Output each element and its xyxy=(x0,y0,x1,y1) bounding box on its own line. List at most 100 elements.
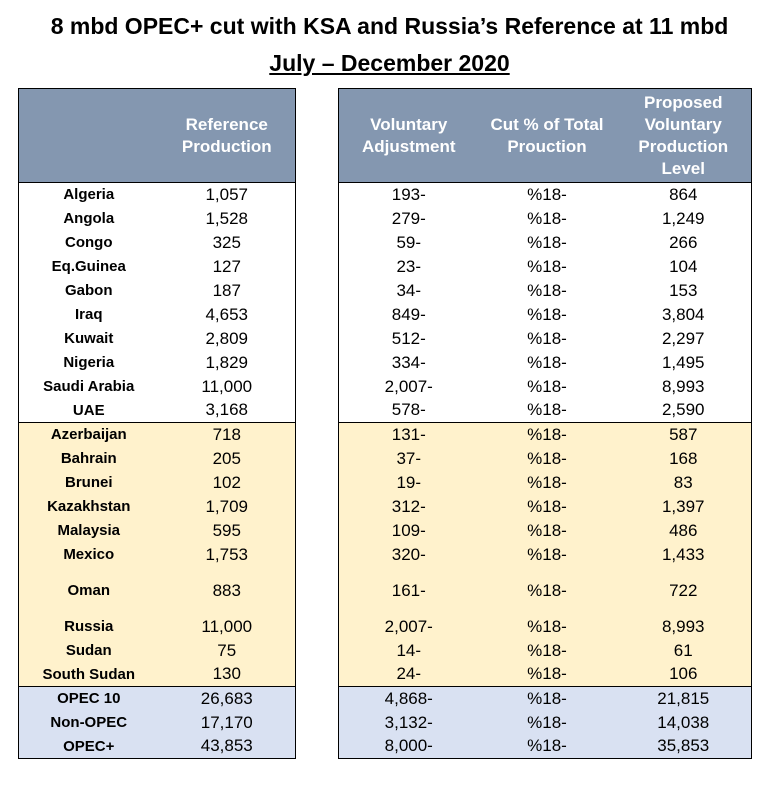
table-row: Russia 11,000 xyxy=(18,614,296,639)
adjustment-table: Voluntary Adjustment Cut % of Total Prou… xyxy=(338,88,752,759)
cut-cell: %18- xyxy=(478,230,616,255)
table-row: 2,007- %18- 8,993 xyxy=(338,614,752,639)
proposed-cell: 168 xyxy=(615,446,752,471)
country-cell: South Sudan xyxy=(18,662,159,687)
proposed-cell: 106 xyxy=(615,662,752,687)
reference-cell: 1,829 xyxy=(158,350,296,375)
proposed-cell: 486 xyxy=(615,518,752,543)
cut-cell: %18- xyxy=(478,350,616,375)
proposed-cell: 864 xyxy=(615,182,752,207)
country-cell: Kazakhstan xyxy=(18,494,159,519)
proposed-cell: 61 xyxy=(615,638,752,663)
adjustment-cell: 2,007- xyxy=(338,614,479,639)
table-row: 37- %18- 168 xyxy=(338,446,752,471)
country-cell: Oman xyxy=(18,566,159,615)
table-row: Eq.Guinea 127 xyxy=(18,254,296,279)
reference-cell: 205 xyxy=(158,446,296,471)
proposed-cell: 722 xyxy=(615,566,752,615)
reference-cell: 43,853 xyxy=(158,734,296,759)
country-cell: Russia xyxy=(18,614,159,639)
reference-cell: 325 xyxy=(158,230,296,255)
proposed-cell: 1,495 xyxy=(615,350,752,375)
table-row: 109- %18- 486 xyxy=(338,518,752,543)
reference-header: Reference Production xyxy=(158,88,296,183)
cut-cell: %18- xyxy=(478,494,616,519)
table-row: Iraq 4,653 xyxy=(18,302,296,327)
table-row: 59- %18- 266 xyxy=(338,230,752,255)
table-row: Malaysia 595 xyxy=(18,518,296,543)
table-row: Brunei 102 xyxy=(18,470,296,495)
adjustment-cell: 109- xyxy=(338,518,479,543)
cut-cell: %18- xyxy=(478,470,616,495)
table-row: 24- %18- 106 xyxy=(338,662,752,687)
country-cell: Gabon xyxy=(18,278,159,303)
reference-cell: 1,709 xyxy=(158,494,296,519)
reference-cell: 1,057 xyxy=(158,182,296,207)
cut-cell: %18- xyxy=(478,422,616,447)
adjustment-header: Voluntary Adjustment xyxy=(338,88,479,183)
adjustment-cell: 8,000- xyxy=(338,734,479,759)
country-cell: Congo xyxy=(18,230,159,255)
proposed-cell: 1,397 xyxy=(615,494,752,519)
adjustment-cell: 849- xyxy=(338,302,479,327)
adjustment-cell: 320- xyxy=(338,542,479,567)
table-row: Kazakhstan 1,709 xyxy=(18,494,296,519)
table-row: 3,132- %18- 14,038 xyxy=(338,710,752,735)
cut-cell: %18- xyxy=(478,710,616,735)
adjustment-cell: 312- xyxy=(338,494,479,519)
reference-cell: 11,000 xyxy=(158,374,296,399)
reference-cell: 75 xyxy=(158,638,296,663)
adjustment-cell: 161- xyxy=(338,566,479,615)
country-cell: Bahrain xyxy=(18,446,159,471)
table-row: 23- %18- 104 xyxy=(338,254,752,279)
cut-cell: %18- xyxy=(478,662,616,687)
country-cell: Algeria xyxy=(18,182,159,207)
adjustment-cell: 23- xyxy=(338,254,479,279)
table-row: Algeria 1,057 xyxy=(18,182,296,207)
table-row: Bahrain 205 xyxy=(18,446,296,471)
adjustment-cell: 34- xyxy=(338,278,479,303)
adjustment-cell: 334- xyxy=(338,350,479,375)
proposed-cell: 587 xyxy=(615,422,752,447)
table-row: 19- %18- 83 xyxy=(338,470,752,495)
adjustment-cell: 37- xyxy=(338,446,479,471)
page-subtitle: July – December 2020 xyxy=(269,50,510,76)
proposed-cell: 1,433 xyxy=(615,542,752,567)
table-row: Nigeria 1,829 xyxy=(18,350,296,375)
reference-cell: 130 xyxy=(158,662,296,687)
country-cell: Iraq xyxy=(18,302,159,327)
proposed-cell: 8,993 xyxy=(615,614,752,639)
cut-cell: %18- xyxy=(478,254,616,279)
table-row: 320- %18- 1,433 xyxy=(338,542,752,567)
cut-cell: %18- xyxy=(478,638,616,663)
proposed-cell: 2,297 xyxy=(615,326,752,351)
table-row: South Sudan 130 xyxy=(18,662,296,687)
table-row: Saudi Arabia 11,000 xyxy=(18,374,296,399)
country-cell: Non-OPEC xyxy=(18,710,159,735)
adjustment-cell: 3,132- xyxy=(338,710,479,735)
cut-cell: %18- xyxy=(478,326,616,351)
proposed-cell: 3,804 xyxy=(615,302,752,327)
reference-cell: 3,168 xyxy=(158,398,296,423)
reference-cell: 102 xyxy=(158,470,296,495)
table-row: Oman 883 xyxy=(18,566,296,615)
table-row: Kuwait 2,809 xyxy=(18,326,296,351)
reference-cell: 26,683 xyxy=(158,686,296,711)
table-row: 512- %18- 2,297 xyxy=(338,326,752,351)
cut-cell: %18- xyxy=(478,182,616,207)
country-cell: Malaysia xyxy=(18,518,159,543)
table-row: 34- %18- 153 xyxy=(338,278,752,303)
reference-cell: 718 xyxy=(158,422,296,447)
country-cell: Azerbaijan xyxy=(18,422,159,447)
reference-cell: 1,528 xyxy=(158,206,296,231)
reference-cell: 187 xyxy=(158,278,296,303)
table-row: OPEC 10 26,683 xyxy=(18,686,296,711)
cut-cell: %18- xyxy=(478,542,616,567)
cut-cell: %18- xyxy=(478,446,616,471)
reference-cell: 595 xyxy=(158,518,296,543)
reference-cell: 2,809 xyxy=(158,326,296,351)
country-cell: Kuwait xyxy=(18,326,159,351)
cut-cell: %18- xyxy=(478,302,616,327)
cut-cell: %18- xyxy=(478,206,616,231)
table-row: 578- %18- 2,590 xyxy=(338,398,752,423)
